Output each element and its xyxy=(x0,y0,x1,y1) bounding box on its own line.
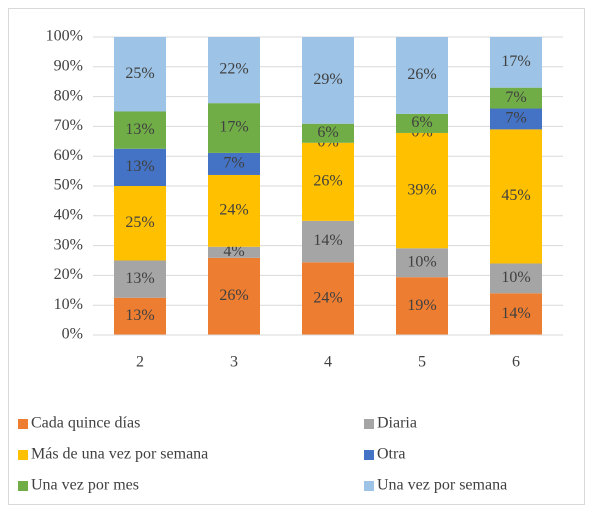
legend-label: Una vez por mes xyxy=(31,477,139,494)
bar-segment xyxy=(208,103,260,153)
data-label: 14% xyxy=(501,305,530,322)
bar-segment xyxy=(208,37,260,104)
legend-swatch xyxy=(364,450,374,460)
data-label: 19% xyxy=(407,297,436,314)
y-tick-label: 80% xyxy=(54,87,83,104)
legend-label: Más de una vez por semana xyxy=(31,446,208,463)
data-label: 26% xyxy=(219,287,248,304)
x-tick-label: 3 xyxy=(230,354,238,371)
bar-segment xyxy=(396,132,448,249)
legend-swatch xyxy=(18,419,28,429)
data-label: 6% xyxy=(411,114,432,131)
data-label: 10% xyxy=(501,269,530,286)
bar-segment xyxy=(302,262,354,335)
legend-swatch xyxy=(364,481,374,491)
data-label: 26% xyxy=(407,66,436,83)
data-label: 45% xyxy=(501,187,530,204)
bar-segment xyxy=(114,186,166,261)
y-tick-label: 0% xyxy=(62,326,83,343)
data-label: 24% xyxy=(313,289,342,306)
bar-segment xyxy=(302,123,354,143)
data-label: 39% xyxy=(407,181,436,198)
y-tick-label: 20% xyxy=(54,266,83,283)
bar-segment xyxy=(302,220,354,263)
data-label: 13% xyxy=(125,121,154,138)
bar-segment xyxy=(114,260,166,298)
bar-segment xyxy=(396,113,448,133)
bar-segment xyxy=(302,142,354,221)
bar-segment xyxy=(114,148,166,186)
legend-label: Otra xyxy=(377,446,405,463)
bar-segment xyxy=(208,246,260,258)
data-label: 17% xyxy=(219,119,248,136)
legend-swatch xyxy=(364,419,374,429)
data-label: 24% xyxy=(219,202,248,219)
x-tick-label: 5 xyxy=(418,354,426,371)
legend-label: Una vez por semana xyxy=(377,477,507,494)
bar-segment xyxy=(208,174,260,247)
data-label: 4% xyxy=(223,243,244,260)
data-label: 17% xyxy=(501,53,530,70)
data-label: 25% xyxy=(125,65,154,82)
data-label: 6% xyxy=(317,124,338,141)
y-tick-label: 100% xyxy=(46,28,83,45)
y-tick-label: 10% xyxy=(54,296,83,313)
legend-swatch xyxy=(18,450,28,460)
chart-border xyxy=(8,8,585,505)
bar-segment xyxy=(490,108,542,130)
data-label: 22% xyxy=(219,61,248,78)
y-tick-label: 40% xyxy=(54,206,83,223)
bar-segment xyxy=(114,111,166,149)
data-label: 13% xyxy=(125,270,154,287)
bar-segment xyxy=(396,277,448,335)
y-tick-label: 50% xyxy=(54,177,83,194)
y-tick-label: 30% xyxy=(54,236,83,253)
bar-segment xyxy=(208,257,260,335)
data-label: 25% xyxy=(125,214,154,231)
legend-label: Diaria xyxy=(377,415,417,432)
bar-segment xyxy=(114,37,166,112)
legend-swatch xyxy=(18,481,28,491)
bar-segment xyxy=(114,297,166,335)
bar-segment xyxy=(490,129,542,264)
x-tick-label: 2 xyxy=(136,354,144,371)
y-tick-label: 70% xyxy=(54,117,83,134)
bar-segment xyxy=(490,87,542,109)
data-label: 29% xyxy=(313,71,342,88)
legend-label: Cada quince días xyxy=(31,415,140,432)
data-label: 7% xyxy=(223,155,244,172)
data-label: 14% xyxy=(313,232,342,249)
bar-segment xyxy=(490,263,542,294)
x-tick-label: 4 xyxy=(324,354,332,371)
bar-segment xyxy=(208,152,260,175)
data-label: 7% xyxy=(505,110,526,127)
bar-segment xyxy=(490,293,542,335)
bar-segment xyxy=(490,37,542,88)
data-label: 7% xyxy=(505,89,526,106)
bar-segment xyxy=(396,37,448,114)
y-tick-label: 90% xyxy=(54,57,83,74)
bar-segment xyxy=(396,248,448,278)
data-label: 13% xyxy=(125,158,154,175)
y-tick-label: 60% xyxy=(54,147,83,164)
x-tick-label: 6 xyxy=(512,354,520,371)
data-label: 26% xyxy=(313,172,342,189)
data-label: 10% xyxy=(407,253,436,270)
data-label: 13% xyxy=(125,307,154,324)
bar-segment xyxy=(302,37,354,124)
